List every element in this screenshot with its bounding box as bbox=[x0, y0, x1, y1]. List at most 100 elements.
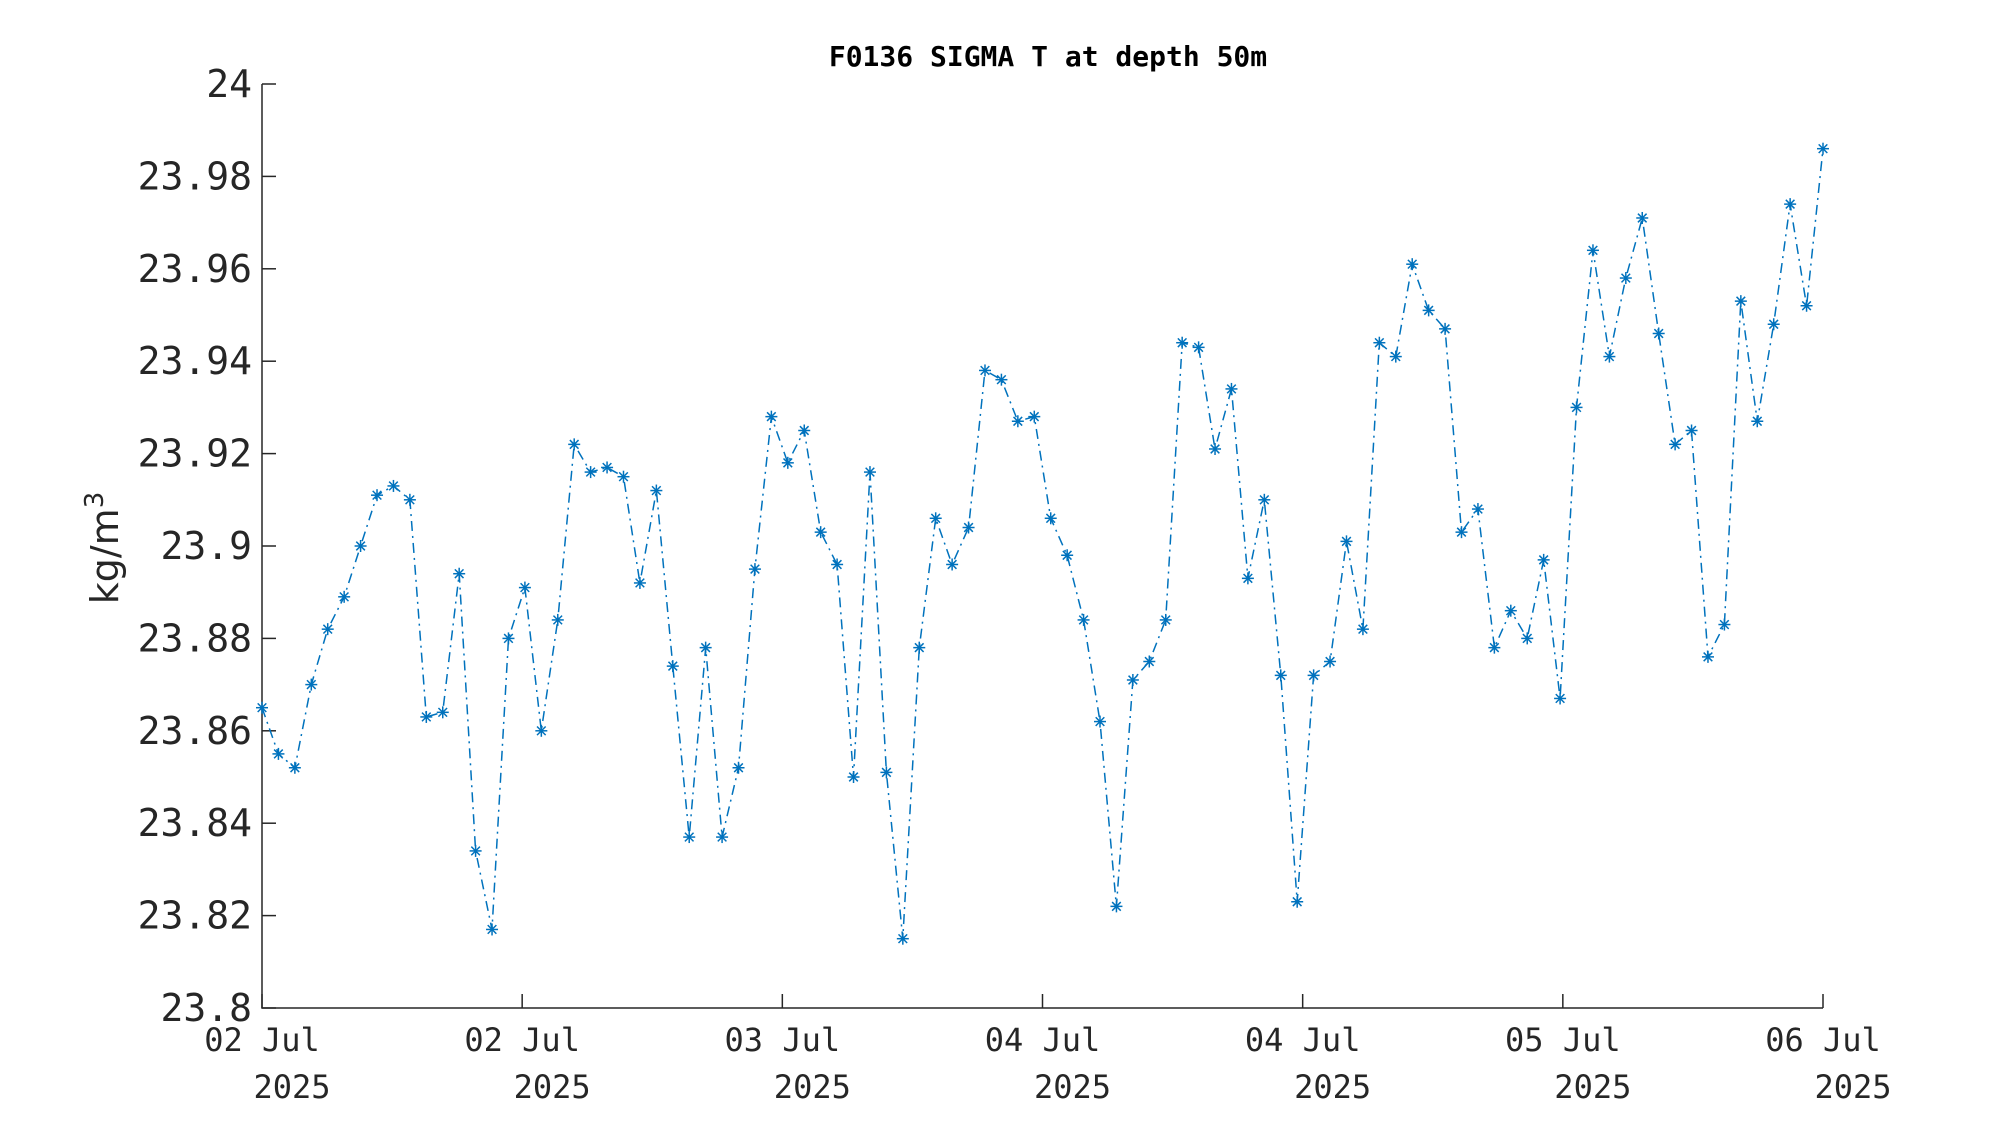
data-point bbox=[847, 771, 860, 783]
data-point bbox=[880, 766, 893, 779]
x-ticks: 02 Jul 2025 02 Jul 2025 03 Jul 2025 04 Jul 2025… bbox=[204, 994, 1892, 1106]
y-ticks: 23.8 23.82 23.84 23.86 23.88 23.9 23.92 23.94 23… bbox=[138, 62, 276, 1030]
x-tick-label-year: 2025 bbox=[1294, 1068, 1371, 1106]
data-point bbox=[1241, 572, 1254, 585]
data-point bbox=[1669, 438, 1682, 451]
y-tick-label: 24 bbox=[206, 62, 252, 106]
y-tick-label: 23.8 bbox=[160, 986, 252, 1030]
data-point bbox=[913, 641, 926, 654]
data-point bbox=[1603, 350, 1616, 363]
data-point bbox=[617, 470, 630, 483]
data-point bbox=[1652, 327, 1665, 340]
data-point bbox=[863, 466, 876, 479]
data-point bbox=[1110, 900, 1123, 913]
y-tick-label: 23.88 bbox=[138, 616, 252, 660]
data-point bbox=[1159, 613, 1172, 626]
data-point bbox=[1800, 299, 1813, 312]
data-point bbox=[978, 364, 991, 377]
data-point bbox=[962, 521, 975, 534]
data-point bbox=[683, 831, 696, 844]
data-point bbox=[568, 438, 581, 451]
data-point bbox=[1537, 553, 1550, 566]
data-point bbox=[338, 590, 351, 603]
x-tick-label-year: 2025 bbox=[774, 1068, 851, 1106]
data-point bbox=[371, 489, 384, 502]
data-point bbox=[1817, 142, 1829, 155]
data-point bbox=[748, 563, 761, 576]
data-point bbox=[946, 558, 959, 571]
x-tick-label-date: 02 Jul bbox=[464, 1021, 580, 1059]
data-point bbox=[1143, 655, 1156, 668]
data-point bbox=[716, 831, 729, 844]
x-tick-label-year: 2025 bbox=[1034, 1068, 1111, 1106]
data-point bbox=[1389, 350, 1402, 363]
data-point bbox=[650, 484, 663, 497]
data-point bbox=[403, 493, 416, 506]
data-point bbox=[1701, 650, 1714, 663]
data-point bbox=[1176, 336, 1189, 349]
data-point bbox=[1718, 618, 1731, 631]
data-point bbox=[1225, 382, 1238, 395]
data-point bbox=[502, 632, 515, 645]
data-point bbox=[1077, 613, 1090, 626]
x-tick-label-year: 2025 bbox=[253, 1068, 330, 1106]
data-point bbox=[699, 641, 712, 654]
data-point bbox=[1028, 410, 1041, 423]
data-point bbox=[1094, 715, 1107, 728]
data-point bbox=[1324, 655, 1337, 668]
data-point bbox=[1011, 415, 1024, 428]
data-point bbox=[1274, 669, 1287, 682]
x-tick-label-date: 04 Jul bbox=[985, 1021, 1101, 1059]
data-point bbox=[1570, 401, 1583, 414]
x-tick-label-year: 2025 bbox=[514, 1068, 591, 1106]
x-tick-label-year: 2025 bbox=[1814, 1068, 1891, 1106]
data-point bbox=[732, 761, 745, 774]
data-point bbox=[256, 701, 268, 714]
data-point bbox=[831, 558, 844, 571]
data-point bbox=[387, 479, 400, 492]
data-point bbox=[781, 456, 794, 469]
x-tick-label-year: 2025 bbox=[1554, 1068, 1631, 1106]
data-point bbox=[1126, 673, 1139, 686]
data-point bbox=[288, 761, 301, 774]
data-point bbox=[1504, 604, 1517, 617]
data-point bbox=[1586, 244, 1599, 257]
svg-text:kg/m3: kg/m3 bbox=[80, 492, 127, 605]
y-tick-label: 23.98 bbox=[138, 154, 252, 198]
y-axis-label: kg/m3 bbox=[80, 492, 127, 605]
data-point bbox=[469, 844, 482, 857]
data-point bbox=[1373, 336, 1386, 349]
chart-title: F0136 SIGMA T at depth 50m bbox=[829, 40, 1267, 73]
data-point bbox=[551, 613, 564, 626]
data-point bbox=[1685, 424, 1698, 437]
y-tick-label: 23.92 bbox=[138, 432, 252, 476]
data-point bbox=[1751, 415, 1764, 428]
data-point bbox=[1340, 535, 1353, 548]
data-point bbox=[601, 461, 614, 474]
y-tick-label: 23.84 bbox=[138, 801, 252, 845]
data-point bbox=[1554, 692, 1567, 705]
series-line bbox=[261, 148, 1824, 939]
data-point bbox=[1061, 549, 1074, 562]
data-point bbox=[1471, 503, 1484, 516]
data-point bbox=[995, 373, 1008, 386]
y-tick-label: 23.96 bbox=[138, 247, 252, 291]
data-point bbox=[1406, 258, 1419, 271]
data-point bbox=[666, 660, 679, 673]
y-axis-label-superscript: 3 bbox=[80, 492, 110, 509]
data-point bbox=[1291, 895, 1304, 908]
data-point bbox=[420, 710, 433, 723]
data-point bbox=[798, 424, 811, 437]
data-point bbox=[1422, 304, 1435, 317]
x-tick-label-date: 03 Jul bbox=[725, 1021, 841, 1059]
data-point bbox=[584, 466, 597, 479]
data-point bbox=[1488, 641, 1501, 654]
data-point bbox=[896, 932, 909, 945]
y-axis-label-text: kg/m bbox=[83, 508, 127, 604]
data-point bbox=[1455, 526, 1468, 539]
data-point bbox=[1521, 632, 1534, 645]
data-point bbox=[305, 678, 318, 691]
data-point bbox=[814, 526, 827, 539]
data-point bbox=[765, 410, 778, 423]
